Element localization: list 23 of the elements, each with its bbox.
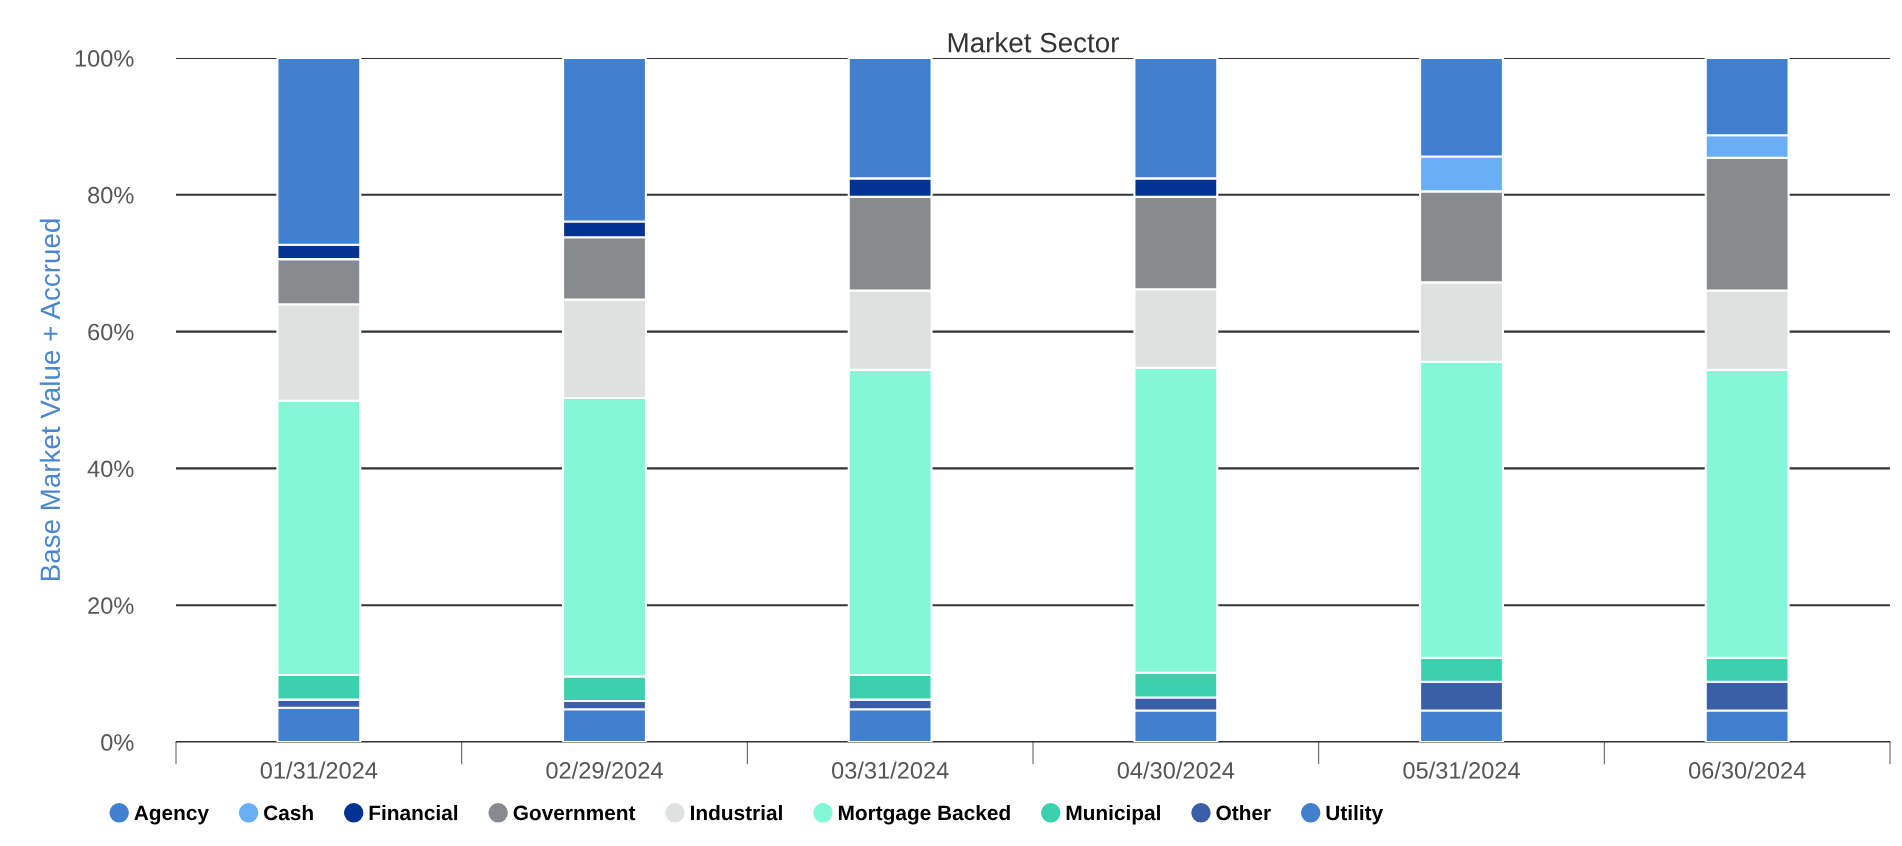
x-tick-label: 02/29/2024 [546, 761, 663, 779]
y-axis-title: Base Market Value + Accrued [39, 219, 61, 581]
legend-label: Municipal [1066, 804, 1160, 825]
x-tick-label: 05/31/2024 [1403, 761, 1520, 779]
legend-label: Mortgage Backed [838, 804, 1010, 825]
x-tick-label: 03/31/2024 [832, 761, 949, 779]
y-tick-label: 0% [101, 734, 134, 751]
y-tick-label: 40% [87, 460, 134, 478]
y-tick-label: 20% [88, 597, 134, 614]
chart-title: Market Sector [948, 32, 1119, 53]
legend-label: Financial [369, 804, 458, 821]
legend-label: Government [513, 805, 636, 821]
y-tick-label: 80% [88, 186, 134, 204]
legend-label: Utility [1326, 804, 1384, 825]
legend-label: Other [1216, 804, 1271, 821]
x-tick-label: 06/30/2024 [1689, 761, 1806, 779]
legend-label: Industrial [691, 804, 782, 821]
legend-label: Agency [134, 805, 209, 825]
legend-label: Cash [264, 804, 313, 821]
y-tick-label: 100% [75, 50, 134, 67]
y-tick-label: 60% [88, 323, 134, 341]
x-tick-label: 04/30/2024 [1117, 761, 1235, 779]
x-tick-label: 01/31/2024 [260, 761, 378, 779]
